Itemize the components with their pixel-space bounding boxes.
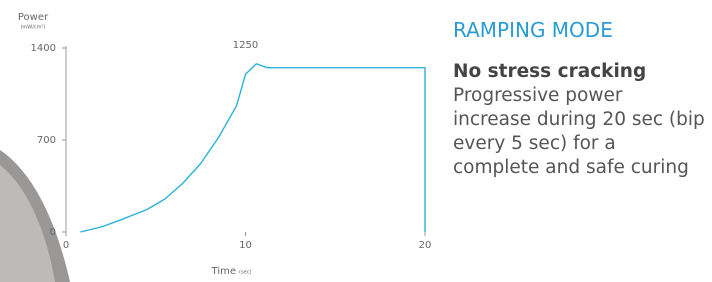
x-axis-label: Time — [211, 266, 236, 277]
chart: Power (mW/cm²) Time (sec) 0 700 1400 0 10 20 1… — [0, 0, 440, 282]
x-tick-label: 20 — [419, 240, 432, 251]
y-axis-label: Power — [18, 12, 49, 23]
description: Progressive power increase during 20 sec… — [453, 84, 705, 180]
page: {"chart_data": {"type": "line", "y_label… — [0, 0, 712, 282]
x-tick-label: 10 — [239, 240, 252, 251]
info-panel: RAMPING MODE No stress cracking Progress… — [453, 18, 705, 180]
y-tick-label: 700 — [37, 135, 56, 146]
mode-title: RAMPING MODE — [453, 18, 705, 42]
y-tick-label: 1400 — [31, 43, 56, 54]
peak-annotation: 1250 — [233, 40, 258, 51]
y-axis-unit: (mW/cm²) — [20, 25, 45, 31]
power-curve — [80, 64, 425, 232]
x-axis-unit: (sec) — [239, 270, 251, 276]
x-tick-label: 0 — [63, 240, 69, 251]
heading: No stress cracking — [453, 60, 705, 84]
y-tick-label: 0 — [50, 227, 56, 238]
